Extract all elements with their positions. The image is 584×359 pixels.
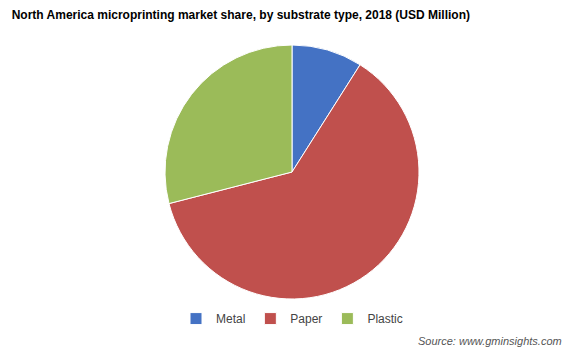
svg-text:Metal: Metal (216, 312, 245, 326)
svg-text:Source: www.gminsights.com: Source: www.gminsights.com (418, 335, 562, 347)
svg-text:Paper: Paper (290, 312, 322, 326)
svg-text:North America microprinting ma: North America microprinting market share… (12, 8, 470, 22)
svg-text:Plastic: Plastic (367, 312, 402, 326)
